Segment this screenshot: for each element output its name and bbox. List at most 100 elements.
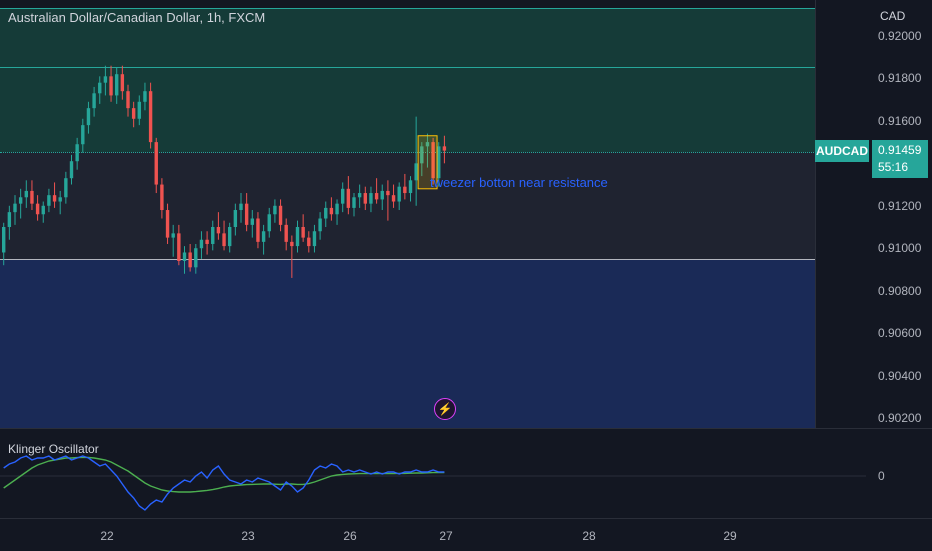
- candle-body: [160, 184, 164, 211]
- candle-body: [18, 197, 23, 204]
- candle-body: [194, 248, 198, 268]
- candle-body: [47, 195, 51, 206]
- date-label: 29: [723, 529, 737, 543]
- klinger-line: [3, 455, 445, 511]
- candle-body: [307, 237, 311, 247]
- candle-body: [69, 161, 74, 179]
- candlestick-series: [2, 65, 447, 278]
- candle-body: [24, 190, 28, 198]
- oscillator-zero-label: 0: [878, 469, 885, 483]
- date-label: 28: [582, 529, 596, 543]
- price-tick: 0.91600: [878, 114, 922, 128]
- date-label: 23: [241, 529, 255, 543]
- candle-body: [318, 218, 322, 232]
- candle-body: [437, 146, 441, 179]
- price-pane[interactable]: Australian Dollar/Canadian Dollar, 1h, F…: [0, 0, 866, 428]
- candle-body: [205, 239, 209, 244]
- candle-body: [357, 193, 362, 198]
- candle-body: [81, 125, 85, 145]
- candle-body: [278, 205, 283, 225]
- candle-body: [171, 233, 175, 238]
- candle-body: [177, 233, 181, 261]
- candle-body: [346, 188, 351, 208]
- candle-body: [284, 224, 288, 242]
- candle-body: [143, 91, 147, 102]
- candle-body: [352, 197, 356, 208]
- candle-body: [391, 195, 396, 202]
- candle-body: [374, 193, 379, 200]
- date-label: 26: [343, 529, 357, 543]
- candle-body: [199, 239, 204, 249]
- candle-body: [290, 241, 294, 247]
- candle-body: [250, 218, 254, 225]
- candle-body: [425, 142, 430, 147]
- date-label: 22: [100, 529, 114, 543]
- candle-body: [86, 108, 91, 126]
- candle-body: [165, 210, 170, 238]
- currency-label: CAD: [880, 9, 906, 23]
- candle-body: [131, 108, 136, 119]
- candle-body: [273, 205, 277, 215]
- price-tick: 0.91200: [878, 199, 922, 213]
- resistance-zone: [0, 8, 815, 153]
- candle-body: [267, 214, 271, 232]
- candle-body: [380, 190, 384, 200]
- candle-body: [420, 146, 424, 164]
- support-zone: [0, 259, 815, 428]
- candle-body: [256, 218, 260, 242]
- candle-body: [148, 91, 153, 143]
- symbol-tag[interactable]: AUDCAD: [815, 140, 869, 162]
- candle-body: [397, 186, 401, 202]
- candle-body: [92, 93, 96, 109]
- candle-body: [324, 207, 328, 219]
- candle-body: [329, 207, 334, 215]
- lightning-icon[interactable]: ⚡: [434, 398, 456, 420]
- oscillator-pane[interactable]: Klinger Oscillator 0: [0, 428, 932, 519]
- date-label: 27: [439, 529, 453, 543]
- price-tick: 0.91800: [878, 71, 922, 85]
- candle-body: [386, 190, 390, 196]
- oscillator-label[interactable]: Klinger Oscillator: [8, 442, 99, 456]
- candle-body: [363, 193, 367, 204]
- candle-body: [369, 193, 373, 204]
- candle-body: [64, 178, 68, 198]
- price-tick: 0.91000: [878, 241, 922, 255]
- candle-countdown: 55:16: [878, 160, 909, 174]
- candle-body: [103, 76, 108, 83]
- candle-body: [126, 91, 130, 109]
- price-tick: 0.92000: [878, 29, 922, 43]
- candle-body: [408, 180, 413, 194]
- candle-body: [137, 101, 141, 119]
- candle-body: [442, 146, 447, 151]
- candle-body: [188, 252, 192, 268]
- candle-body: [182, 252, 187, 261]
- price-tick: 0.90400: [878, 369, 922, 383]
- candle-body: [13, 203, 17, 213]
- candle-body: [154, 142, 158, 185]
- candle-body: [216, 227, 221, 234]
- candle-body: [120, 74, 125, 92]
- time-axis[interactable]: 22 23 26 27 28 29: [0, 518, 932, 551]
- candle-body: [228, 227, 232, 247]
- tweezer-highlight-box: [417, 135, 438, 190]
- candle-body: [222, 233, 226, 247]
- candle-body: [312, 231, 317, 247]
- candle-body: [2, 227, 6, 253]
- candle-body: [109, 76, 113, 96]
- candle-body: [115, 74, 119, 96]
- candle-body: [233, 210, 238, 227]
- chart-annotation[interactable]: tweezer botton near resistance: [430, 175, 608, 190]
- candle-body: [403, 186, 407, 194]
- candle-body: [335, 203, 339, 215]
- candle-body: [244, 203, 249, 225]
- resistance-inner-line: [0, 67, 815, 68]
- candle-body: [239, 203, 243, 211]
- symbol-title[interactable]: Australian Dollar/Canadian Dollar, 1h, F…: [8, 10, 266, 25]
- candle-body: [341, 188, 345, 204]
- candle-body: [30, 190, 34, 204]
- range-zone: [0, 152, 815, 259]
- candle-body: [295, 227, 300, 247]
- price-axis[interactable]: [815, 0, 932, 428]
- candle-body: [261, 231, 266, 242]
